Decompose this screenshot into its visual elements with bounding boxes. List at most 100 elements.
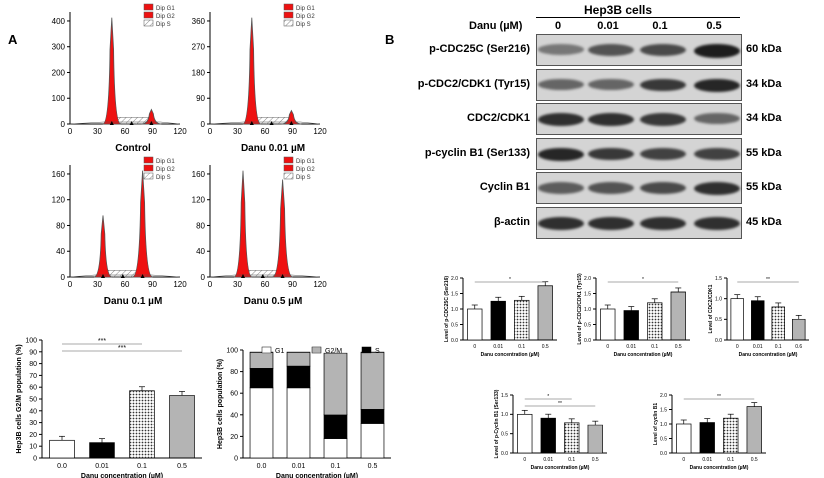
y-tick-label: 270 (192, 43, 206, 52)
y-tick-label: 60 (29, 385, 37, 392)
x-tick-label: 30 (93, 127, 102, 136)
x-tick-label: 30 (233, 127, 242, 136)
y-tick-label: 360 (192, 17, 206, 26)
y-tick-label: 0.5 (584, 322, 591, 328)
protein-band (694, 44, 740, 58)
blot-label: p-cyclin B1 (Ser133) (424, 146, 530, 159)
y-tick-label: 2.0 (660, 393, 667, 399)
y-tick-label: 10 (29, 444, 37, 451)
y-axis-label: Level of cyclin B1 (653, 403, 659, 445)
y-tick-label: 400 (52, 17, 66, 26)
stacked-bar-segment (360, 423, 385, 459)
histogram-caption-danu-001: Danu 0.01 µM (240, 143, 306, 154)
bar (564, 422, 580, 454)
y-tick-label: 1.0 (660, 422, 667, 428)
legend-swatch (261, 346, 272, 354)
x-tick-label: 0.01 (543, 457, 553, 463)
y-tick-label: 1.5 (584, 291, 591, 297)
legend-label: Dip G1 (156, 159, 175, 165)
panel-b-letter: B (385, 32, 395, 47)
x-tick-label: 0.1 (568, 457, 575, 463)
legend-label: Dip G2 (296, 14, 315, 20)
legend-swatch (283, 156, 294, 164)
x-tick-label: 0.0 (257, 463, 267, 470)
y-tick-label: 20 (29, 432, 37, 439)
y-tick-label: 0 (201, 273, 206, 282)
stacked-bar-segment (249, 351, 274, 369)
y-tick-label: 1.0 (584, 307, 591, 313)
bar (89, 442, 115, 459)
y-tick-label: 0 (61, 120, 66, 129)
significance-mark: *** (118, 345, 126, 352)
x-tick-label: 120 (173, 280, 187, 289)
bar (723, 417, 739, 454)
stacked-bar-segment (360, 351, 385, 410)
x-tick-label: 0.01 (493, 344, 503, 350)
protein-band (694, 182, 740, 196)
stacked-bar-segment (286, 387, 311, 459)
legend-label: Dip S (296, 22, 311, 28)
legend-swatch (143, 3, 154, 11)
bar (490, 300, 506, 341)
y-tick-label: 40 (29, 408, 37, 415)
bar (537, 285, 553, 341)
y-tick-label: 0 (234, 455, 238, 462)
y-tick-label: 160 (192, 170, 206, 179)
x-tick-label: 30 (93, 280, 102, 289)
x-tick-label: 0 (523, 457, 526, 463)
x-tick-label: 0.1 (518, 344, 525, 350)
x-tick-label: 90 (148, 280, 157, 289)
legend-label: G1 (275, 348, 284, 355)
protein-band (694, 78, 740, 92)
y-tick-label: 1.5 (715, 276, 722, 282)
y-tick-label: 1.5 (451, 291, 458, 297)
bar (517, 413, 533, 454)
bar (792, 318, 806, 341)
x-tick-label: 60 (121, 127, 130, 136)
y-tick-label: 0.0 (584, 338, 591, 344)
y-tick-label: 0.0 (501, 451, 508, 457)
peak-marker (241, 274, 245, 278)
x-axis-label: Danu concentration (µM) (481, 352, 540, 358)
protein-band (538, 113, 584, 127)
x-tick-label: 0.6 (795, 344, 802, 350)
significance-mark: * (642, 277, 644, 283)
y-tick-label: 80 (230, 369, 238, 376)
x-tick-label: 0.5 (675, 344, 682, 350)
y-tick-label: 20 (230, 434, 238, 441)
legend-label: Dip S (156, 22, 171, 28)
y-tick-label: 0.5 (501, 431, 508, 437)
y-tick-label: 70 (29, 373, 37, 380)
bar (676, 423, 692, 454)
protein-band (588, 78, 634, 90)
histogram-caption-control: Control (115, 143, 151, 154)
x-tick-label: 0.5 (368, 463, 378, 470)
legend-label: Dip G2 (296, 167, 315, 173)
y-tick-label: 40 (56, 247, 65, 256)
y-tick-label: 30 (29, 420, 37, 427)
y-tick-label: 0 (33, 455, 37, 462)
x-axis-label: Danu concentration (µM) (739, 352, 798, 358)
legend-label: Dip G1 (156, 6, 175, 12)
significance-mark: ** (717, 394, 721, 400)
histogram-caption-danu-05: Danu 0.5 µM (243, 296, 303, 307)
x-tick-label: 0 (473, 344, 476, 350)
kda-label: 55 kDa (746, 181, 782, 193)
peak-marker (120, 274, 125, 278)
stacked-legend: G1 G2/M S (261, 346, 380, 355)
protein-band (640, 216, 686, 230)
bar (587, 424, 603, 454)
stacked-bar-segment (323, 414, 348, 439)
kda-label: 34 kDa (746, 77, 782, 90)
significance-mark: ** (558, 401, 562, 407)
legend-label: S (375, 348, 380, 355)
bar (49, 439, 75, 459)
x-axis-label: Danu concentration (µM) (614, 352, 673, 358)
x-tick-label: 0 (682, 457, 685, 463)
legend-label: Dip G1 (296, 159, 315, 165)
x-tick-label: 0.1 (651, 344, 658, 350)
